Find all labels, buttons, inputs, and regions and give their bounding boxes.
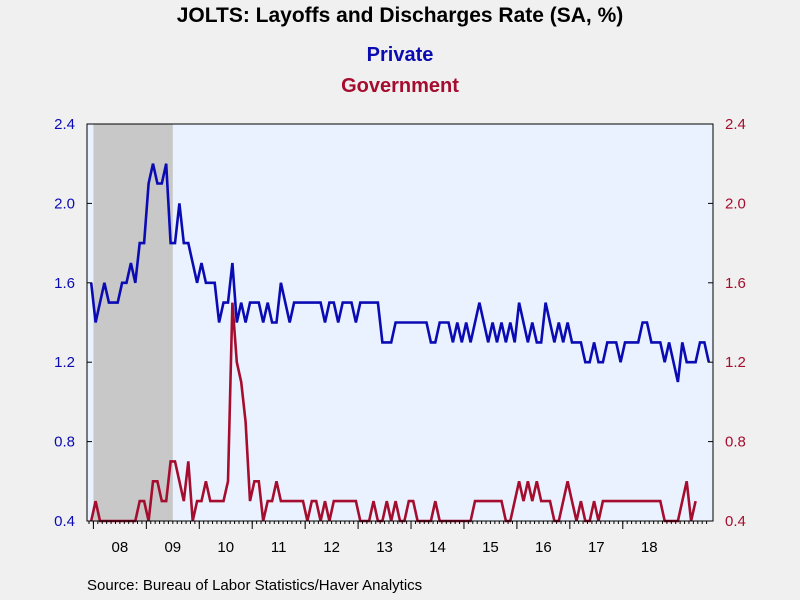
series-line-government	[89, 302, 697, 523]
x-axis: 08 09 10 11 12 13 14 15 16 17 18	[88, 521, 708, 556]
right-axis: 0.4 0.8 1.2 1.6 2.0 2.4	[708, 116, 746, 530]
right-tick-label: 2.4	[725, 116, 746, 133]
plot-border	[86, 123, 714, 522]
x-tick-label: 13	[376, 539, 393, 556]
recession-band	[93, 124, 173, 521]
x-tick-label: 12	[323, 539, 340, 556]
x-tick-label: 10	[217, 539, 234, 556]
x-tick-label: 11	[271, 539, 287, 556]
chart-title: JOLTS: Layoffs and Discharges Rate (SA, …	[176, 4, 624, 27]
right-tick-label: 0.4	[725, 513, 746, 530]
left-tick-label: 1.2	[54, 354, 75, 371]
legend-government: Government	[341, 75, 459, 97]
right-tick-label: 2.0	[725, 195, 746, 212]
left-tick-label: 2.0	[54, 195, 75, 212]
left-tick-label: 0.8	[54, 434, 75, 451]
legend-private: Private	[366, 44, 434, 66]
right-tick-label: 0.8	[725, 434, 746, 451]
series-layer	[89, 163, 711, 523]
right-tick-label: 1.2	[725, 354, 746, 371]
left-tick-label: 1.6	[54, 275, 75, 292]
left-tick-label: 0.4	[54, 513, 75, 530]
recession-layer	[93, 124, 173, 521]
right-tick-label: 1.6	[725, 275, 746, 292]
x-tick-label: 18	[641, 539, 658, 556]
left-axis: 0.4 0.8 1.2 1.6 2.0 2.4	[54, 116, 92, 530]
x-tick-label: 14	[429, 539, 446, 556]
source-note: Source: Bureau of Labor Statistics/Haver…	[87, 577, 423, 594]
left-tick-label: 2.4	[54, 116, 75, 133]
x-tick-label: 17	[588, 539, 605, 556]
x-tick-label: 09	[164, 539, 181, 556]
x-tick-label: 15	[482, 539, 499, 556]
x-tick-label: 08	[112, 539, 129, 556]
x-tick-label: 16	[535, 539, 552, 556]
series-line-private	[89, 163, 711, 383]
